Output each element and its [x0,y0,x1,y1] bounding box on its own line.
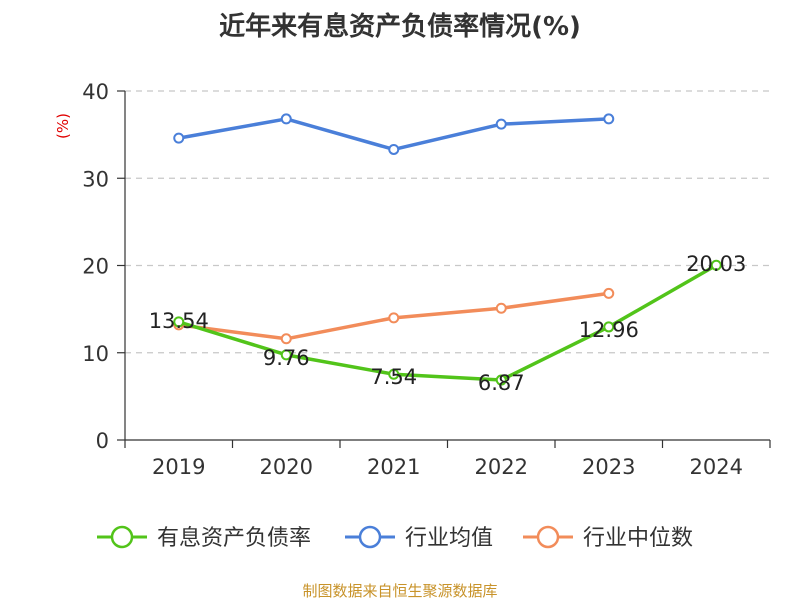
data-label: 7.54 [370,365,417,389]
data-point [280,333,292,345]
legend-marker [358,525,382,549]
data-point [388,143,400,155]
series-layer [173,113,722,386]
axis-layer: 0 10 20 30 40 2019 2020 2021 2022 2023 2024 [82,80,771,479]
y-tick-label: 40 [82,80,109,104]
x-tick-label: 2024 [690,455,743,479]
legend-item: 行业均值 [345,525,493,551]
data-label: 20.03 [686,252,746,276]
data-point [603,113,615,125]
data-point [388,312,400,324]
data-point [603,287,615,299]
legend-label: 行业均值 [405,526,493,551]
legend-marker [110,525,134,549]
data-point [280,349,292,361]
data-point [603,321,615,333]
x-tick-label: 2023 [582,455,635,479]
y-tick-label: 20 [82,255,109,279]
data-point [495,118,507,130]
chart-title: 近年来有息资产负债率情况(%) [219,12,581,42]
data-point [388,368,400,380]
y-axis-label: (%) [54,113,72,139]
legend-label: 有息资产负债率 [157,526,311,551]
legend-item: 行业中位数 [523,525,693,551]
y-tick-label: 30 [82,167,109,191]
legend-item: 有息资产负债率 [97,525,311,551]
data-point [173,132,185,144]
series-line-0 [177,263,718,382]
data-point [710,259,722,271]
source-note: 制图数据来自恒生聚源数据库 [302,582,498,600]
y-tick-label: 0 [96,429,109,453]
data-label: 12.96 [579,318,639,342]
data-point [495,374,507,386]
legend-marker [536,525,560,549]
x-tick-label: 2022 [475,455,528,479]
data-label: 9.76 [263,346,310,370]
legend-label: 行业中位数 [583,526,693,551]
grid-layer [125,90,770,354]
data-label: 13.54 [149,309,209,333]
legend: 有息资产负债率 行业均值 行业中位数 [97,525,693,551]
data-point [173,316,185,328]
x-tick-label: 2019 [152,455,205,479]
data-point [495,302,507,314]
data-point [280,113,292,125]
data-label-layer: 13.54 9.76 7.54 6.87 12.96 20.03 [149,252,747,395]
y-tick-label: 10 [82,342,109,366]
x-tick-label: 2021 [367,455,420,479]
x-tick-label: 2020 [260,455,313,479]
data-label: 6.87 [478,371,525,395]
